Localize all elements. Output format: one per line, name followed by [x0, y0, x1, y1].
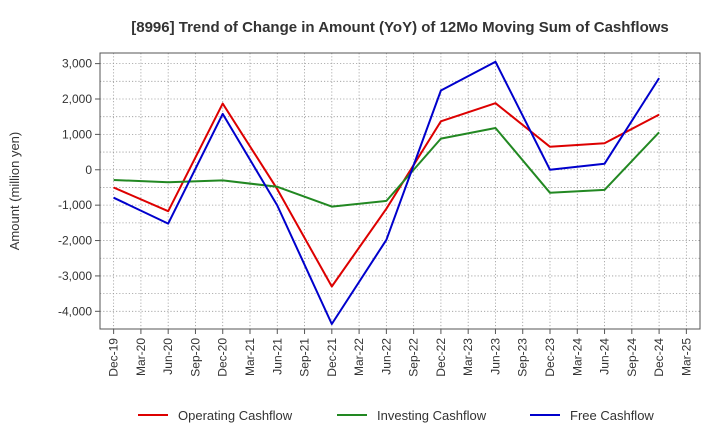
- series-lines: [113, 60, 660, 325]
- x-tick-label: Jun-20: [161, 338, 175, 375]
- x-tick-label: Mar-24: [570, 338, 584, 376]
- x-tick-label: Dec-23: [543, 338, 557, 377]
- x-tick-label: Sep-23: [516, 338, 530, 377]
- investing-cashflow-line: [113, 127, 660, 208]
- x-tick-label: Sep-21: [298, 338, 312, 377]
- legend-label-investing-cashflow: Investing Cashflow: [377, 408, 487, 423]
- y-tick-label: -2,000: [58, 234, 92, 248]
- x-tick-label: Dec-19: [107, 338, 121, 377]
- x-tick-label: Jun-21: [270, 338, 284, 375]
- x-tick-label: Dec-20: [216, 338, 230, 377]
- x-tick-label: Mar-23: [461, 338, 475, 376]
- y-tick-label: 3,000: [62, 57, 92, 71]
- free-cashflow-line: [113, 60, 660, 325]
- x-tick-label: Jun-24: [598, 338, 612, 375]
- grid: [100, 53, 700, 330]
- y-axis-label: Amount (million yen): [7, 132, 22, 251]
- operating-cashflow-line: [113, 102, 660, 288]
- y-tick-label: 2,000: [62, 92, 92, 106]
- legend: Operating Cashflow Investing Cashflow Free…: [138, 408, 654, 423]
- x-tick-label: Dec-24: [652, 338, 666, 377]
- plot-frame: [99, 52, 701, 330]
- y-tick-label: 1,000: [62, 127, 92, 141]
- x-tick-label: Jun-22: [379, 338, 393, 375]
- x-tick-label: Mar-20: [134, 338, 148, 376]
- x-axis: Dec-19 Mar-20 Jun-20 Sep-20 Dec-20 Mar-21 Jun-…: [107, 329, 693, 377]
- chart-title: [8996] Trend of Change in Amount (YoY) o…: [131, 19, 669, 36]
- x-tick-label: Mar-25: [679, 338, 693, 376]
- x-tick-label: Sep-20: [188, 338, 202, 377]
- y-tick-label: 0: [85, 163, 92, 177]
- y-tick-label: -1,000: [58, 198, 92, 212]
- x-tick-label: Mar-21: [243, 338, 257, 376]
- x-tick-label: Sep-22: [407, 338, 421, 377]
- legend-label-operating-cashflow: Operating Cashflow: [178, 408, 293, 423]
- x-tick-label: Sep-24: [625, 338, 639, 377]
- x-tick-label: Jun-23: [488, 338, 502, 375]
- x-tick-label: Dec-21: [325, 338, 339, 377]
- x-tick-label: Dec-22: [434, 338, 448, 377]
- x-tick-label: Mar-22: [352, 338, 366, 376]
- legend-label-free-cashflow: Free Cashflow: [570, 408, 654, 423]
- y-tick-label: -3,000: [58, 269, 92, 283]
- y-axis: 3,000 2,000 1,000 0 -1,000 -2,000 -3,000 -4,000: [58, 57, 100, 318]
- y-tick-label: -4,000: [58, 304, 92, 318]
